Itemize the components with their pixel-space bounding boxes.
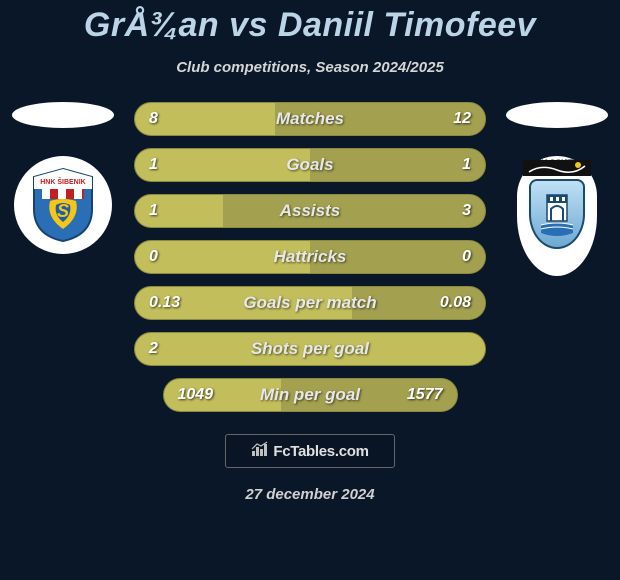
stat-row: 0 Hattricks 0 xyxy=(134,240,486,274)
stat-label: Matches xyxy=(276,109,344,129)
svg-text:S: S xyxy=(57,201,69,221)
stat-value-left: 1 xyxy=(149,156,158,174)
stat-value-left: 1 xyxy=(149,202,158,220)
stat-value-right: 3 xyxy=(462,202,471,220)
stat-value-left: 8 xyxy=(149,110,158,128)
badge-right-band-icon xyxy=(523,160,591,176)
stat-row: 2 Shots per goal xyxy=(134,332,486,366)
photo-placeholder-left xyxy=(12,102,114,128)
stat-row: 1049 Min per goal 1577 xyxy=(163,378,458,412)
photo-placeholder-right xyxy=(506,102,608,128)
footer-logo: FcTables.com xyxy=(225,434,395,468)
shield-icon: HNK ŠIBENIK S xyxy=(30,167,96,243)
club-badge-left: HNK ŠIBENIK S xyxy=(14,156,112,254)
stat-label: Hattricks xyxy=(274,247,347,267)
club-badge-right: NK OSIJEK xyxy=(517,156,597,276)
stat-value-left: 0 xyxy=(149,248,158,266)
stat-label: Shots per goal xyxy=(251,339,369,359)
stat-row: 1 Assists 3 xyxy=(134,194,486,228)
shield-icon xyxy=(529,179,585,249)
player-left-column: HNK ŠIBENIK S xyxy=(8,102,118,254)
stat-value-right: 0.08 xyxy=(440,294,471,312)
chart-icon xyxy=(251,441,269,462)
stat-row: 1 Goals 1 xyxy=(134,148,486,182)
stat-row: 8 Matches 12 xyxy=(134,102,486,136)
stat-value-right: 12 xyxy=(453,110,471,128)
stat-label: Goals per match xyxy=(243,293,376,313)
stat-value-left: 0.13 xyxy=(149,294,180,312)
stat-fill-left xyxy=(135,149,310,181)
stat-value-right: 1 xyxy=(462,156,471,174)
stats-column: 8 Matches 12 1 Goals 1 1 Assists 3 0 Hattricks 0 0.1… xyxy=(134,102,486,412)
stat-row: 0.13 Goals per match 0.08 xyxy=(134,286,486,320)
stat-fill-right xyxy=(310,149,485,181)
stat-label: Min per goal xyxy=(260,385,360,405)
stat-value-left: 1049 xyxy=(178,386,214,404)
page-subtitle: Club competitions, Season 2024/2025 xyxy=(176,59,444,76)
stat-fill-right xyxy=(223,195,486,227)
stat-value-left: 2 xyxy=(149,340,158,358)
player-right-column: NK OSIJEK xyxy=(502,102,612,276)
stat-value-right: 1577 xyxy=(407,386,443,404)
badge-left-text: HNK ŠIBENIK xyxy=(40,177,86,186)
stat-label: Assists xyxy=(280,201,340,221)
footer-date: 27 december 2024 xyxy=(245,486,374,503)
stat-value-right: 0 xyxy=(462,248,471,266)
footer-logo-text: FcTables.com xyxy=(273,443,368,460)
stat-label: Goals xyxy=(286,155,333,175)
page-title: GrÅ¾an vs Daniil Timofeev xyxy=(84,6,536,45)
